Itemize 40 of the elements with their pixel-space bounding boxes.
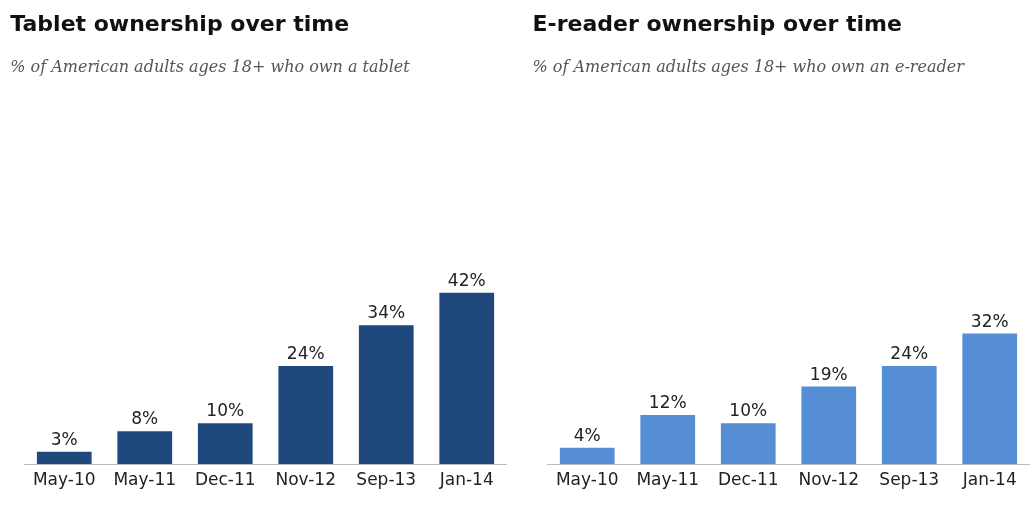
data-label: 10% <box>729 400 768 421</box>
bar <box>197 423 253 464</box>
bar <box>559 447 615 464</box>
x-tick-label: Sep-13 <box>879 469 940 490</box>
x-tick-label: Jan-14 <box>961 469 1017 490</box>
data-label: 42% <box>447 269 486 290</box>
x-tick-label: Jan-14 <box>438 469 494 490</box>
data-label: 10% <box>206 400 245 421</box>
data-label: 3% <box>50 428 78 449</box>
x-tick-label: Sep-13 <box>356 469 417 490</box>
data-label: 19% <box>809 363 848 384</box>
chart-subtitle: % of American adults ages 18+ who own an e-reader <box>532 57 966 77</box>
bar <box>881 366 937 464</box>
x-tick-label: Nov-12 <box>275 469 336 490</box>
data-label: 12% <box>648 392 687 413</box>
data-label: 34% <box>367 302 406 323</box>
data-label: 24% <box>286 343 325 364</box>
bar <box>36 451 92 464</box>
data-label: 32% <box>970 310 1009 331</box>
x-tick-label: May-11 <box>636 469 700 490</box>
bar <box>640 415 696 464</box>
bar <box>720 423 776 464</box>
bar <box>801 386 857 464</box>
x-tick-label: May-10 <box>555 469 619 490</box>
bar <box>278 366 334 464</box>
x-tick-label: Dec-11 <box>194 469 256 490</box>
x-tick-label: May-10 <box>32 469 96 490</box>
bar <box>358 325 414 464</box>
x-tick-label: May-11 <box>113 469 177 490</box>
bar <box>439 292 495 464</box>
data-label: 8% <box>131 408 159 429</box>
x-tick-label: Dec-11 <box>717 469 779 490</box>
chart-title: E-reader ownership over time <box>532 10 902 36</box>
data-label: 4% <box>573 424 601 445</box>
bar <box>962 333 1018 464</box>
bar <box>117 431 173 464</box>
x-tick-label: Nov-12 <box>798 469 859 490</box>
chart-subtitle: % of American adults ages 18+ who own a tablet <box>10 57 411 77</box>
chart-title: Tablet ownership over time <box>10 10 350 36</box>
data-label: 24% <box>890 343 929 364</box>
